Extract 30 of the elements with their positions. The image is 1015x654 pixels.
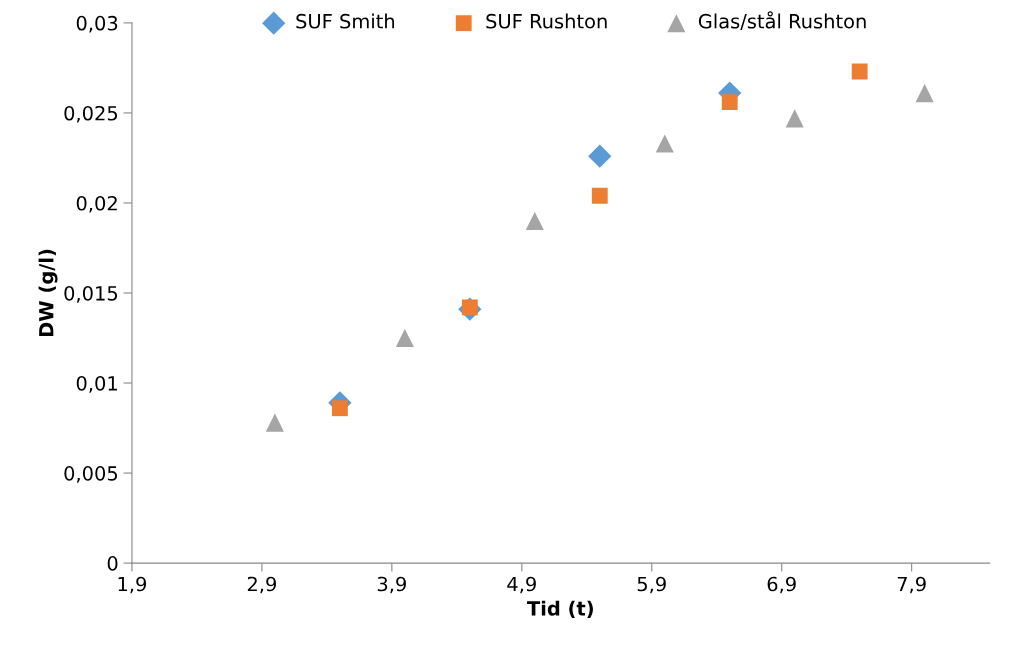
point xyxy=(785,109,804,128)
y-tick-label: 0,03 xyxy=(76,15,118,33)
point xyxy=(588,144,612,168)
x-tick-label: 3,9 xyxy=(377,576,406,594)
x-tick-label: 7,9 xyxy=(897,576,926,594)
y-tick-label: 0,005 xyxy=(64,466,118,483)
point xyxy=(591,187,608,204)
legend-label: Glas/stål Rushton xyxy=(698,11,866,31)
point xyxy=(655,134,674,153)
point xyxy=(331,400,348,417)
y-tick-label: 0 xyxy=(107,556,118,571)
x-tick-label: 1,9 xyxy=(118,576,147,594)
point xyxy=(395,328,414,348)
y-tick-label: 0,01 xyxy=(76,375,117,393)
x-tick-label: 4,9 xyxy=(507,576,536,594)
y-axis-title: DW (g/l) xyxy=(38,249,58,337)
y-tick-label: 0,02 xyxy=(76,195,117,213)
x-tick-label: 6,9 xyxy=(767,576,796,594)
point xyxy=(721,94,738,111)
y-tick-label: 0,025 xyxy=(64,105,118,123)
legend-label: SUF Rushton xyxy=(486,13,607,29)
point xyxy=(915,84,934,103)
x-tick-label: 2,9 xyxy=(247,576,276,594)
x-axis-title: Tid (t) xyxy=(527,600,593,618)
legend-label: SUF Smith xyxy=(296,13,395,29)
x-tick-label: 5,9 xyxy=(637,576,666,594)
y-tick-label: 0,015 xyxy=(64,285,118,303)
point xyxy=(851,63,868,80)
point xyxy=(265,413,284,432)
point xyxy=(525,211,544,231)
